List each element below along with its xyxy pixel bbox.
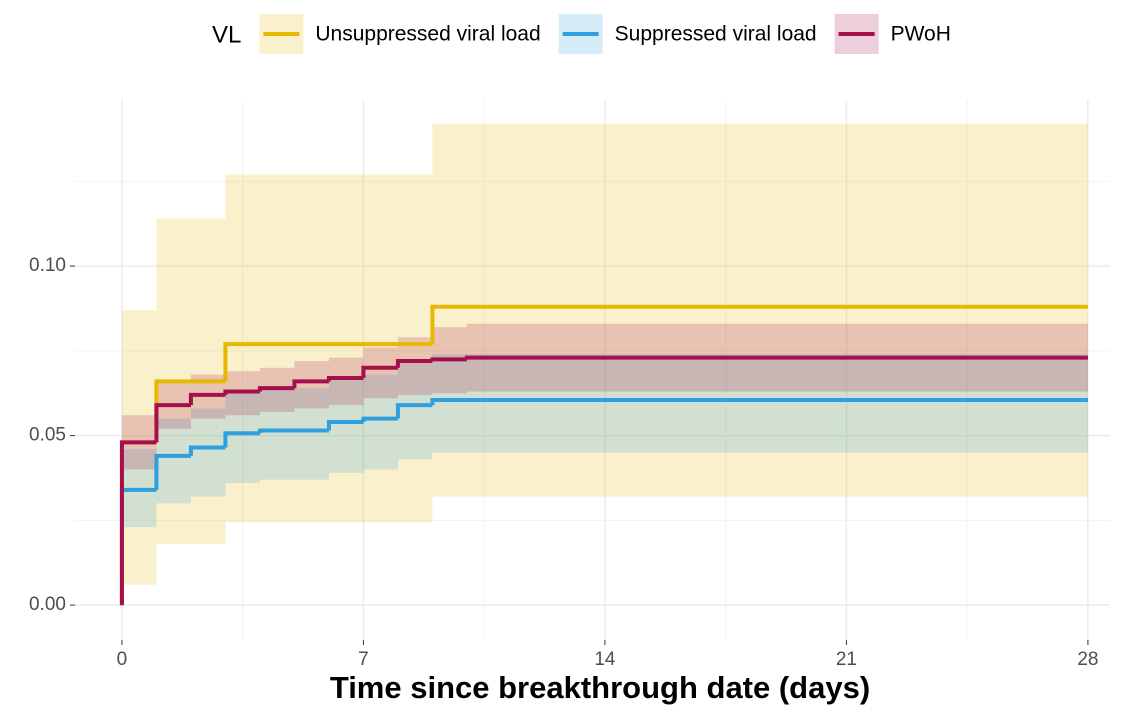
- confidence-band: [328, 357, 364, 406]
- confidence-band: [259, 388, 329, 480]
- x-tick-label: 14: [594, 649, 616, 670]
- confidence-band: [363, 374, 398, 470]
- step-line: [119, 440, 157, 606]
- confidence-band: [225, 174, 433, 523]
- step-line: [257, 386, 295, 392]
- confidence-band: [294, 361, 329, 409]
- confidence-band: [363, 347, 398, 399]
- step-line: [430, 304, 1088, 345]
- y-tick-label: 0.00: [29, 594, 66, 615]
- x-tick-label: 21: [836, 649, 857, 670]
- y-tick-label: 0.10: [29, 255, 66, 276]
- step-line: [292, 379, 329, 389]
- confidence-band: [328, 377, 364, 473]
- step-line: [361, 365, 398, 378]
- step-line: [188, 445, 226, 456]
- legend-label: PWoH: [891, 23, 951, 46]
- step-line: [257, 428, 329, 434]
- step-line: [154, 403, 191, 443]
- step-line: [154, 453, 191, 490]
- confidence-band: [432, 354, 1088, 453]
- step-line: [223, 389, 260, 395]
- step-line: [223, 431, 260, 448]
- legend-item: PWoH: [834, 14, 951, 54]
- step-line: [430, 398, 1088, 406]
- step-line: [326, 375, 364, 382]
- confidence-band: [156, 418, 191, 504]
- x-axis-label: Time since breakthrough date (days): [330, 670, 870, 705]
- step-line: [464, 355, 1088, 360]
- step-line: [430, 357, 467, 362]
- step-line: [361, 416, 398, 423]
- confidence-band: [225, 391, 260, 484]
- step-line: [395, 403, 433, 419]
- legend-label: Suppressed viral load: [615, 23, 817, 46]
- confidence-band: [432, 123, 1088, 497]
- x-tick-label: 0: [117, 649, 128, 670]
- x-tick-label: 28: [1077, 649, 1098, 670]
- legend-title: VL: [212, 21, 241, 48]
- x-tick-label: 7: [358, 649, 369, 670]
- confidence-band: [397, 337, 433, 395]
- confidence-band: [397, 361, 433, 460]
- step-line: [326, 420, 364, 431]
- confidence-band: [190, 408, 226, 497]
- legend-item: Suppressed viral load: [558, 14, 817, 54]
- step-line: [188, 392, 226, 406]
- legend-item: Unsuppressed viral load: [259, 14, 541, 54]
- legend-label: Unsuppressed viral load: [315, 23, 540, 46]
- step-line: [223, 342, 433, 382]
- confidence-band: [121, 310, 157, 585]
- y-tick-label: 0.05: [29, 425, 66, 446]
- step-line: [395, 359, 433, 368]
